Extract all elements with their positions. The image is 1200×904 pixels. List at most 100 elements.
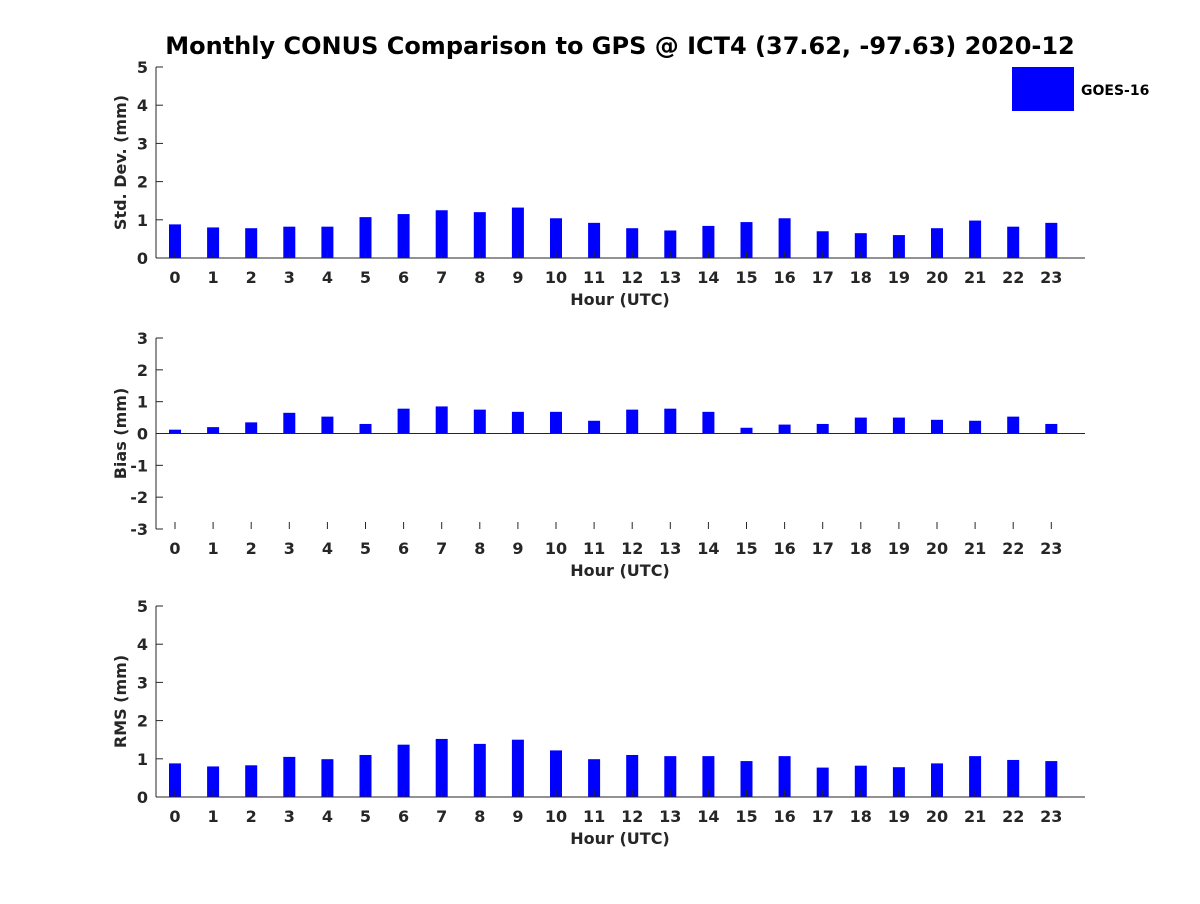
- y-tick-label: 2: [137, 712, 148, 731]
- bar-13: [664, 756, 677, 797]
- bar-23: [1045, 222, 1058, 258]
- bar-7: [435, 406, 448, 434]
- x-tick-label: 10: [545, 539, 567, 558]
- bar-15: [740, 427, 753, 434]
- bar-18: [854, 417, 867, 434]
- x-tick-label: 17: [812, 268, 834, 287]
- x-tick-label: 3: [284, 807, 295, 826]
- x-tick-label: 18: [850, 268, 872, 287]
- x-tick-label: 10: [545, 268, 567, 287]
- x-tick-label: 21: [964, 807, 986, 826]
- x-tick-label: 0: [169, 539, 180, 558]
- x-axis-label: Hour (UTC): [570, 290, 670, 309]
- x-tick-label: 5: [360, 539, 371, 558]
- bar-7: [435, 210, 448, 258]
- x-tick-label: 11: [583, 268, 605, 287]
- x-tick-label: 9: [512, 268, 523, 287]
- y-tick-label: 0: [137, 249, 148, 268]
- x-tick-label: 22: [1002, 807, 1024, 826]
- bar-11: [588, 222, 601, 258]
- x-tick-label: 3: [284, 268, 295, 287]
- bar-9: [511, 739, 524, 797]
- x-tick-label: 1: [208, 268, 219, 287]
- bar-1: [207, 766, 220, 797]
- x-tick-label: 14: [697, 539, 719, 558]
- chart-title: Monthly CONUS Comparison to GPS @ ICT4 (…: [165, 32, 1075, 60]
- y-tick-label: 5: [137, 58, 148, 77]
- x-tick-label: 10: [545, 807, 567, 826]
- bar-9: [511, 207, 524, 258]
- x-tick-label: 22: [1002, 539, 1024, 558]
- bar-20: [931, 228, 943, 258]
- y-tick-label: 3: [137, 134, 148, 153]
- bar-5: [359, 217, 372, 258]
- bar-4: [321, 759, 334, 797]
- x-tick-label: 19: [888, 807, 910, 826]
- x-tick-label: 6: [398, 807, 409, 826]
- x-tick-label: 15: [735, 539, 757, 558]
- bar-1: [207, 227, 220, 258]
- bar-15: [740, 222, 753, 258]
- x-tick-label: 12: [621, 268, 643, 287]
- bar-13: [664, 230, 677, 258]
- bar-23: [1045, 761, 1058, 797]
- x-tick-label: 17: [812, 539, 834, 558]
- bar-22: [1007, 226, 1020, 258]
- legend-swatch-goes-16: [1012, 67, 1074, 111]
- x-tick-label: 6: [398, 539, 409, 558]
- x-tick-label: 18: [850, 539, 872, 558]
- bar-8: [473, 409, 486, 434]
- bar-8: [473, 743, 486, 797]
- bar-14: [702, 225, 715, 258]
- bar-6: [397, 744, 410, 797]
- bar-19: [892, 417, 905, 434]
- bar-3: [283, 756, 296, 797]
- bar-16: [778, 424, 791, 434]
- bar-22: [1007, 759, 1020, 797]
- x-tick-label: 20: [926, 807, 948, 826]
- bar-21: [969, 420, 982, 434]
- x-tick-label: 0: [169, 268, 180, 287]
- bar-11: [588, 420, 601, 434]
- y-tick-label: 3: [137, 329, 148, 348]
- x-tick-label: 20: [926, 539, 948, 558]
- bar-10: [550, 750, 562, 797]
- y-tick-label: 1: [137, 750, 148, 769]
- y-tick-label: 0: [137, 788, 148, 807]
- bar-3: [283, 226, 296, 258]
- x-tick-label: 14: [697, 807, 719, 826]
- x-tick-label: 5: [360, 268, 371, 287]
- bar-23: [1045, 423, 1058, 434]
- x-tick-label: 16: [773, 268, 795, 287]
- bar-21: [969, 220, 982, 258]
- legend-label-goes-16: GOES-16: [1081, 83, 1149, 99]
- y-tick-label: 2: [137, 173, 148, 192]
- x-tick-label: 2: [246, 539, 257, 558]
- bar-20: [931, 763, 943, 797]
- x-tick-label: 8: [474, 539, 485, 558]
- y-tick-label: 1: [137, 211, 148, 230]
- bar-10: [550, 218, 562, 258]
- bar-12: [626, 409, 639, 434]
- y-axis-label: Std. Dev. (mm): [111, 95, 130, 230]
- x-tick-label: 12: [621, 539, 643, 558]
- x-tick-label: 13: [659, 268, 681, 287]
- bar-17: [816, 231, 829, 258]
- x-tick-label: 6: [398, 268, 409, 287]
- x-tick-label: 1: [208, 807, 219, 826]
- bar-14: [702, 756, 715, 797]
- x-tick-label: 2: [246, 807, 257, 826]
- x-tick-label: 15: [735, 268, 757, 287]
- bar-1: [207, 427, 220, 434]
- x-tick-label: 17: [812, 807, 834, 826]
- bar-18: [854, 233, 867, 258]
- bar-3: [283, 412, 296, 434]
- x-tick-label: 19: [888, 539, 910, 558]
- x-tick-label: 4: [322, 539, 333, 558]
- bar-13: [664, 408, 677, 434]
- y-tick-label: -2: [130, 488, 148, 507]
- x-tick-label: 14: [697, 268, 719, 287]
- bar-6: [397, 214, 410, 258]
- x-tick-label: 22: [1002, 268, 1024, 287]
